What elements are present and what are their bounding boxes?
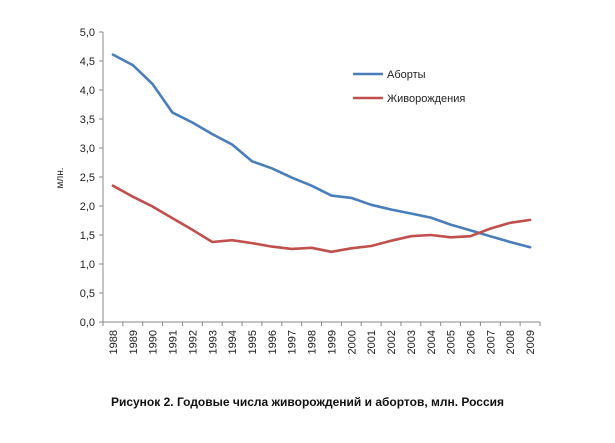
x-tick-label: 2005 [446, 330, 458, 354]
y-tick-label: 4,5 [80, 56, 95, 68]
x-tick-label: 1996 [267, 330, 279, 354]
x-tick-label: 1997 [287, 330, 299, 354]
legend-label: Живорождения [387, 93, 465, 105]
y-tick-label: 0,5 [80, 288, 95, 300]
y-axis: 0,0 0,5 1,0 1,5 2,0 2,5 3,0 3,5 4,0 4,5 5,0 [80, 27, 104, 329]
y-tick-label: 3,0 [80, 143, 95, 155]
y-tick-label: 4,0 [80, 85, 95, 97]
x-tick-label: 2004 [426, 330, 438, 354]
y-axis-label: млн. [55, 167, 66, 188]
y-tick-label: 3,5 [80, 114, 95, 126]
x-tick-label: 2007 [485, 330, 497, 354]
x-tick-label: 1991 [168, 330, 180, 354]
x-tick-label: 2000 [346, 330, 358, 354]
x-tick-label: 2001 [366, 330, 378, 354]
line-chart: 0,00,51,01,52,02,53,03,54,04,55,0 1988 19… [55, 27, 541, 354]
x-tick-label: 2009 [525, 330, 537, 354]
y-tick-label: 2,5 [80, 172, 95, 184]
x-tick-label: 1992 [187, 330, 199, 354]
y-tick-label: 1,0 [80, 259, 95, 271]
series-lines [111, 53, 532, 254]
x-tick-label: 2008 [505, 330, 517, 354]
x-tick-label: 1988 [108, 330, 120, 354]
x-tick-label: 1995 [247, 330, 259, 354]
x-tick-label: 1998 [307, 330, 319, 354]
x-tick-label: 2006 [465, 330, 477, 354]
y-tick-label: 5,0 [80, 27, 95, 39]
x-axis: 1988 1989 1990 1991 1992 1993 1994 1995 1996 1997… [102, 321, 541, 354]
series-line-1 [111, 53, 532, 249]
x-tick-label: 1994 [227, 330, 239, 354]
series-line-2 [111, 184, 532, 254]
legend: Аборты Живорождения [353, 69, 465, 105]
y-tick-label: 0,0 [80, 317, 95, 329]
x-tick-label: 1993 [207, 330, 219, 354]
legend-label: Аборты [387, 69, 426, 81]
x-tick-label: 1990 [148, 330, 160, 354]
x-tick-label: 1999 [326, 330, 338, 354]
x-tick-label: 1989 [128, 330, 140, 354]
y-tick-label: 1,5 [80, 230, 95, 242]
y-tick-label: 2,0 [80, 201, 95, 213]
figure-caption: Рисунок 2. Годовые числа живорождений и … [110, 395, 505, 409]
x-tick-label: 2003 [406, 330, 418, 354]
x-tick-label: 2002 [386, 330, 398, 354]
